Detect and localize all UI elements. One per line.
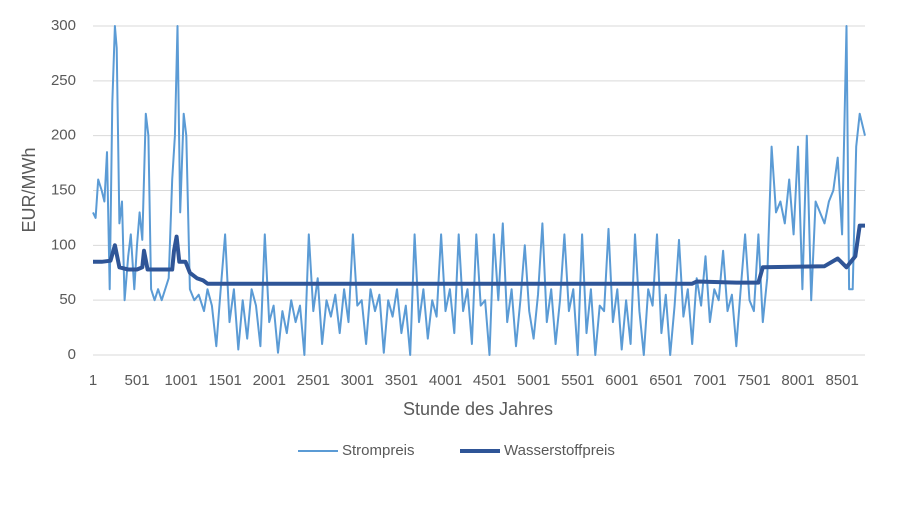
x-tick-label: 5001 xyxy=(517,372,550,389)
x-tick-label: 6001 xyxy=(605,372,638,389)
legend-label: Strompreis xyxy=(342,442,415,459)
x-tick-label: 2001 xyxy=(253,372,286,389)
x-tick-label: 1501 xyxy=(209,372,242,389)
x-tick-label: 1001 xyxy=(164,372,197,389)
x-tick-label: 8501 xyxy=(825,372,858,389)
y-tick-label: 250 xyxy=(51,72,76,89)
x-tick-label: 6501 xyxy=(649,372,682,389)
x-tick-label: 8001 xyxy=(781,372,814,389)
x-tick-label: 5501 xyxy=(561,372,594,389)
series-line xyxy=(93,223,865,286)
y-axis-title: EUR/MWh xyxy=(19,148,39,233)
y-tick-label: 100 xyxy=(51,236,76,253)
y-tick-label: 200 xyxy=(51,127,76,144)
y-tick-label: 300 xyxy=(51,17,76,34)
x-tick-label: 501 xyxy=(125,372,150,389)
x-tick-label: 2501 xyxy=(297,372,330,389)
x-tick-label: 3001 xyxy=(341,372,374,389)
x-tick-label: 4501 xyxy=(473,372,506,389)
x-tick-label: 3501 xyxy=(385,372,418,389)
y-tick-label: 50 xyxy=(59,291,76,308)
x-tick-label: 7001 xyxy=(693,372,726,389)
y-tick-label: 0 xyxy=(68,346,76,363)
y-tick-label: 150 xyxy=(51,181,76,198)
x-axis-title: Stunde des Jahres xyxy=(403,399,553,419)
x-tick-label: 1 xyxy=(89,372,97,389)
x-tick-label: 7501 xyxy=(737,372,770,389)
x-tick-label: 4001 xyxy=(429,372,462,389)
legend-label: Wasserstoffpreis xyxy=(504,442,615,459)
